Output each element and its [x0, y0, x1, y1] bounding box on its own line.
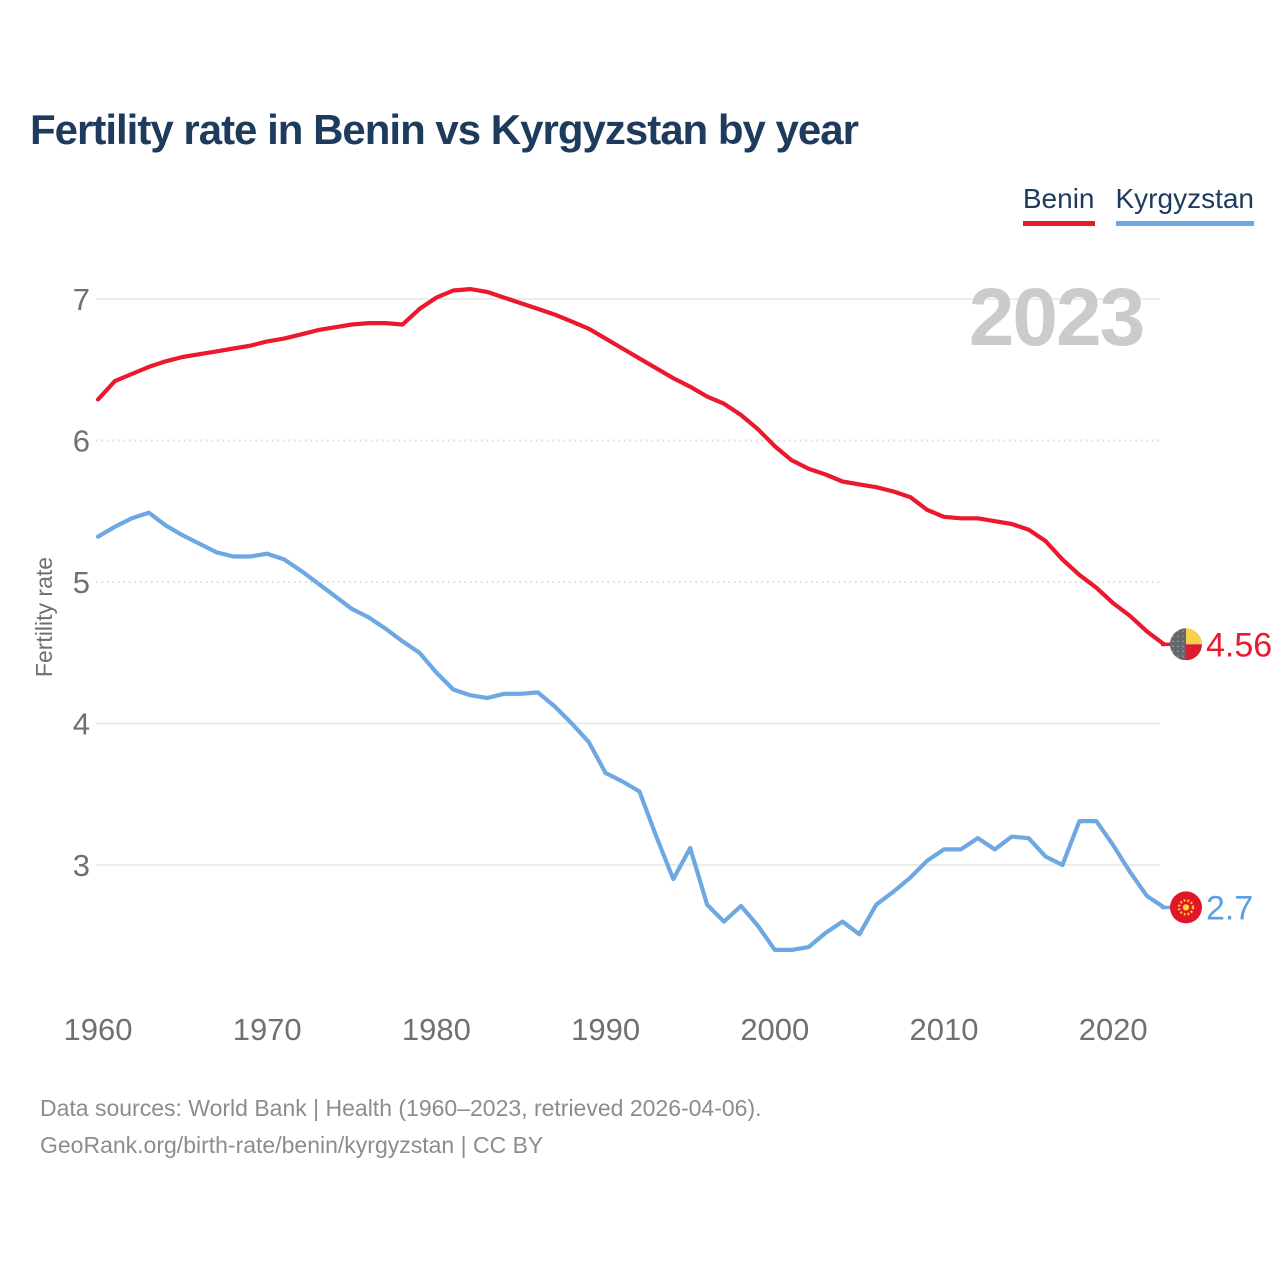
y-tick-label: 4	[73, 707, 90, 742]
x-tick-label: 1960	[64, 1012, 133, 1047]
footer-attribution-line: GeoRank.org/birth-rate/benin/kyrgyzstan …	[40, 1132, 544, 1158]
y-tick-label: 6	[73, 424, 90, 459]
x-tick-label: 2000	[740, 1012, 809, 1047]
legend: Benin Kyrgyzstan	[1022, 183, 1255, 226]
y-tick-label: 7	[73, 282, 90, 317]
legend-label-kyrgyzstan: Kyrgyzstan	[1115, 183, 1255, 214]
y-axis-title: Fertility rate	[31, 557, 57, 677]
x-tick-label: 2010	[910, 1012, 979, 1047]
benin-line	[95, 287, 1167, 647]
kyrgyzstan-flag-icon	[1161, 891, 1202, 924]
footer-source-line: Data sources: World Bank | Health (1960–…	[40, 1095, 762, 1121]
x-tick-label: 1990	[571, 1012, 640, 1047]
benin-value-label: 4.56	[1206, 626, 1272, 664]
legend-label-benin: Benin	[1022, 183, 1095, 214]
kyrgyzstan-line	[95, 510, 1167, 953]
legend-item-benin[interactable]: Benin	[1022, 183, 1095, 226]
y-tick-label: 3	[73, 848, 90, 883]
year-watermark: 2023	[969, 272, 1143, 363]
chart-title: Fertility rate in Benin vs Kyrgyzstan by…	[30, 106, 859, 153]
legend-item-kyrgyzstan[interactable]: Kyrgyzstan	[1115, 183, 1255, 226]
y-tick-label: 5	[73, 565, 90, 600]
footer: Data sources: World Bank | Health (1960–…	[40, 1090, 762, 1164]
kyrgyzstan-value-label: 2.7	[1206, 889, 1253, 927]
x-tick-label: 2020	[1079, 1012, 1148, 1047]
gridlines	[96, 298, 1160, 866]
y-axis-tick-labels: 7 6 5 4 3	[73, 282, 90, 883]
x-tick-label: 1970	[233, 1012, 302, 1047]
x-axis-tick-labels: 1960 1970 1980 1990 2000 2010 2020	[64, 1012, 1148, 1047]
x-tick-label: 1980	[402, 1012, 471, 1047]
benin-flag-icon	[1161, 628, 1202, 661]
